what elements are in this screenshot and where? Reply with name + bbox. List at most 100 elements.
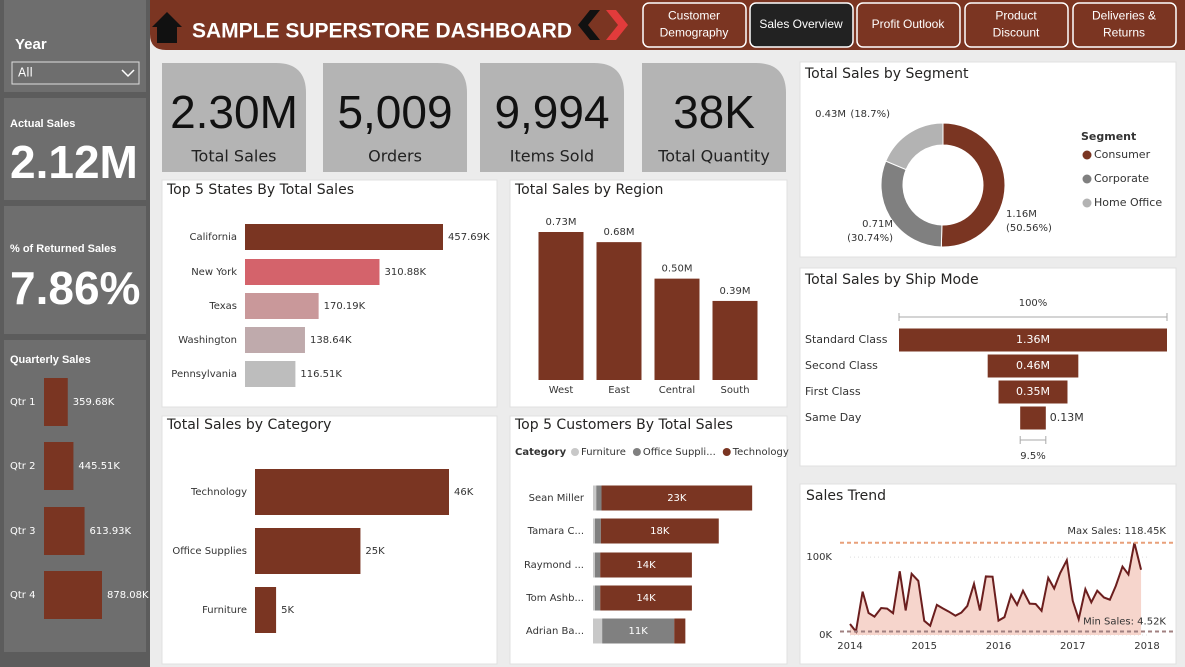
dropdown-value[interactable]: All [18, 66, 33, 80]
funnel-bar [1020, 406, 1046, 430]
data-label: 359.68K [73, 397, 115, 408]
logo [606, 10, 628, 40]
funnel-top-label: 100% [1019, 298, 1048, 309]
nav-button[interactable] [1072, 2, 1177, 48]
chart-title: Top 5 States By Total Sales [166, 182, 354, 198]
bar [654, 278, 700, 380]
legend-label: Office Suppli... [643, 447, 716, 458]
nav-label[interactable]: Deliveries & [1092, 9, 1156, 23]
donut-slice [940, 122, 1006, 248]
nav-label[interactable]: Sales Overview [759, 17, 843, 31]
chart-title: Sales Trend [806, 488, 886, 504]
legend-swatch [1082, 150, 1092, 160]
category-label: Texas [208, 301, 237, 312]
data-label: 878.08K [107, 590, 149, 601]
home-icon[interactable] [152, 12, 182, 43]
data-label: 613.93K [90, 526, 132, 537]
data-label: 138.64K [310, 335, 352, 346]
kpi-card [480, 63, 624, 172]
nav-label[interactable]: Customer [668, 9, 720, 23]
bar-segment [594, 552, 601, 578]
legend-label: Home Office [1094, 196, 1162, 209]
header-title: SAMPLE SUPERSTORE DASHBOARD [192, 20, 572, 43]
legend-label: Corporate [1094, 172, 1149, 185]
nav-button[interactable] [856, 2, 961, 48]
data-label: 25K [365, 546, 385, 557]
bar [538, 232, 584, 380]
nav-label[interactable]: Demography [660, 26, 729, 40]
panel [4, 0, 146, 92]
category-label: East [608, 385, 630, 396]
category-label: Central [659, 385, 695, 396]
kpi-card [642, 63, 786, 172]
panel [4, 98, 146, 200]
data-label: 14K [636, 560, 656, 571]
bar-segment [602, 618, 675, 644]
legend-label: Consumer [1094, 148, 1151, 161]
data-label: 23K [667, 493, 687, 504]
bar [245, 224, 443, 250]
bar-segment [596, 485, 602, 511]
nav-button[interactable] [964, 2, 1069, 48]
category-label: Sean Miller [529, 493, 585, 504]
bar-segment [594, 585, 601, 611]
category-label: Standard Class [805, 333, 888, 346]
kpi-value: 2.30M [170, 86, 298, 138]
data-label: 14K [636, 593, 656, 604]
kpi-value: 38K [673, 86, 755, 138]
chart-title: Total Sales by Region [514, 182, 663, 198]
nav-label[interactable]: Product [995, 9, 1037, 23]
y-tick-label: 100K [806, 552, 832, 563]
category-label: Furniture [202, 605, 247, 616]
x-tick-label: 2014 [837, 641, 862, 652]
funnel-bar [987, 354, 1079, 378]
data-label: 18K [650, 526, 670, 537]
kpi-label: Total Quantity [657, 147, 770, 166]
chart-title: Total Sales by Ship Mode [804, 272, 979, 288]
legend-swatch [1082, 174, 1092, 184]
data-label: 0.39M [720, 286, 751, 297]
kpi-value: 5,009 [337, 86, 452, 138]
nav-button[interactable] [642, 2, 747, 48]
data-label: 310.88K [384, 267, 426, 278]
nav-button[interactable] [749, 2, 854, 48]
data-label: 1.36M [1016, 333, 1050, 346]
category-label: Washington [178, 335, 237, 346]
category-label: California [190, 232, 238, 243]
returned-value: 7.86% [10, 262, 140, 314]
dropdown-box[interactable] [11, 61, 140, 85]
reference-label: Max Sales: 118.45K [1067, 526, 1166, 537]
chart-title: Total Sales by Segment [804, 66, 969, 82]
card [161, 179, 498, 408]
bar-segment [593, 485, 597, 511]
data-label: 0.68M [604, 227, 635, 238]
bar [44, 378, 68, 426]
bar-segment [593, 518, 595, 544]
nav-label[interactable]: Returns [1103, 26, 1145, 40]
bar [44, 507, 85, 555]
funnel-bottom-label: 9.5% [1020, 451, 1045, 462]
legend-swatch [1082, 198, 1092, 208]
dropdown-arrow[interactable] [121, 69, 135, 78]
nav-label[interactable]: Profit Outlook [872, 17, 946, 31]
bar [245, 293, 319, 319]
bar-segment [594, 518, 601, 544]
x-tick-label: 2016 [986, 641, 1011, 652]
kpi-card [323, 63, 467, 172]
legend-swatch [722, 448, 731, 456]
logo [578, 10, 600, 40]
category-label: Qtr 2 [10, 461, 35, 472]
kpi-label: Items Sold [510, 147, 594, 166]
kpi-label: Total Sales [190, 147, 276, 166]
nav-label[interactable]: Discount [993, 26, 1040, 40]
category-label: West [549, 385, 574, 396]
year-dropdown[interactable]: All [11, 61, 140, 85]
data-label: 11K [629, 626, 649, 637]
funnel-bar [899, 328, 1167, 352]
filter-label: Year [15, 36, 47, 53]
category-label: Pennsylvania [171, 369, 237, 380]
actual-sales-value: 2.12M [10, 136, 138, 188]
category-label: Same Day [805, 411, 862, 424]
x-tick-label: 2017 [1060, 641, 1085, 652]
category-label: Office Supplies [172, 546, 247, 557]
